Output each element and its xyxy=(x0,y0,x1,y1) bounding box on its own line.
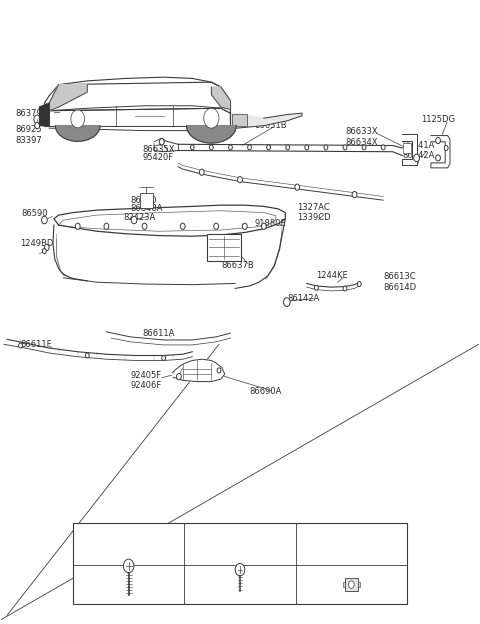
Polygon shape xyxy=(154,140,178,152)
Polygon shape xyxy=(211,87,230,109)
Bar xyxy=(343,582,345,587)
Circle shape xyxy=(85,353,89,358)
Circle shape xyxy=(305,145,309,150)
Circle shape xyxy=(42,248,46,253)
Circle shape xyxy=(381,145,385,150)
Circle shape xyxy=(217,368,221,373)
Circle shape xyxy=(362,145,366,150)
Circle shape xyxy=(242,223,247,230)
Text: 1125DG: 1125DG xyxy=(421,115,456,124)
Polygon shape xyxy=(4,339,192,361)
Circle shape xyxy=(131,217,137,224)
Circle shape xyxy=(123,559,134,573)
Circle shape xyxy=(248,145,252,150)
Circle shape xyxy=(19,343,23,348)
Polygon shape xyxy=(172,359,225,382)
Text: 86641A
86642A: 86641A 86642A xyxy=(402,141,434,160)
Circle shape xyxy=(283,298,290,306)
Circle shape xyxy=(286,145,289,150)
Polygon shape xyxy=(402,134,417,165)
Polygon shape xyxy=(39,103,49,125)
Circle shape xyxy=(352,192,357,198)
Circle shape xyxy=(44,244,49,250)
Circle shape xyxy=(204,108,219,128)
Polygon shape xyxy=(178,144,402,155)
Circle shape xyxy=(343,286,347,291)
Text: 86379: 86379 xyxy=(16,109,42,118)
Text: 95420F: 95420F xyxy=(142,154,173,162)
Text: 86925
83397: 86925 83397 xyxy=(16,125,42,145)
Circle shape xyxy=(162,356,166,361)
Circle shape xyxy=(191,145,194,150)
Circle shape xyxy=(35,122,39,129)
Text: 86593F: 86593F xyxy=(112,540,145,548)
Circle shape xyxy=(444,145,448,150)
Circle shape xyxy=(295,184,300,190)
Circle shape xyxy=(41,217,47,224)
Text: 91880E: 91880E xyxy=(254,218,286,228)
Circle shape xyxy=(209,145,213,150)
Text: 1249BD: 1249BD xyxy=(21,239,54,248)
Text: 86613C
86614D: 86613C 86614D xyxy=(383,273,416,292)
Bar xyxy=(73,523,407,604)
Text: 86848A: 86848A xyxy=(130,205,163,213)
Circle shape xyxy=(180,223,185,230)
Polygon shape xyxy=(54,205,285,236)
Text: 86690A: 86690A xyxy=(250,387,282,396)
Circle shape xyxy=(358,281,361,286)
Circle shape xyxy=(75,223,80,230)
Text: 86611A: 86611A xyxy=(142,329,175,338)
Circle shape xyxy=(142,223,147,230)
Text: 92405F
92406F: 92405F 92406F xyxy=(130,371,161,390)
Circle shape xyxy=(238,177,242,183)
Polygon shape xyxy=(49,82,230,110)
Polygon shape xyxy=(431,135,450,168)
Text: 86633X
86634X: 86633X 86634X xyxy=(345,127,378,147)
Text: 86590: 86590 xyxy=(22,209,48,218)
Polygon shape xyxy=(107,332,230,345)
Polygon shape xyxy=(154,138,166,145)
Polygon shape xyxy=(230,113,302,129)
Bar xyxy=(232,114,247,125)
Polygon shape xyxy=(55,125,100,141)
Text: 86637B: 86637B xyxy=(221,261,253,270)
Text: 1335AA: 1335AA xyxy=(334,540,369,548)
Circle shape xyxy=(267,145,271,150)
Circle shape xyxy=(314,285,318,290)
Polygon shape xyxy=(49,108,230,130)
Circle shape xyxy=(324,145,328,150)
Circle shape xyxy=(414,154,420,162)
Circle shape xyxy=(228,145,232,150)
Bar xyxy=(140,193,153,208)
Text: 1244KE: 1244KE xyxy=(316,271,348,280)
Circle shape xyxy=(159,139,164,145)
Text: 82423A: 82423A xyxy=(123,213,156,222)
Circle shape xyxy=(104,223,109,230)
Polygon shape xyxy=(44,103,49,125)
Circle shape xyxy=(348,581,354,588)
Circle shape xyxy=(199,169,204,175)
Bar xyxy=(358,582,360,587)
Text: 86142A: 86142A xyxy=(288,294,320,303)
Circle shape xyxy=(436,155,441,161)
Circle shape xyxy=(343,145,347,150)
Text: 86910: 86910 xyxy=(130,196,157,205)
Polygon shape xyxy=(49,85,87,110)
Bar xyxy=(206,234,241,261)
Circle shape xyxy=(71,110,84,128)
Circle shape xyxy=(177,374,181,380)
Circle shape xyxy=(34,115,40,124)
Circle shape xyxy=(235,563,245,576)
Text: 86631B: 86631B xyxy=(254,121,287,130)
Text: 1327AC
1339CD: 1327AC 1339CD xyxy=(297,203,331,222)
Circle shape xyxy=(214,223,218,230)
Polygon shape xyxy=(187,125,236,143)
Circle shape xyxy=(262,223,266,230)
Circle shape xyxy=(436,137,441,144)
Bar xyxy=(345,578,358,591)
Text: 1249LG: 1249LG xyxy=(223,540,257,548)
Bar xyxy=(403,143,411,153)
Text: 86635X: 86635X xyxy=(142,145,175,154)
Text: 86611F: 86611F xyxy=(21,340,52,349)
